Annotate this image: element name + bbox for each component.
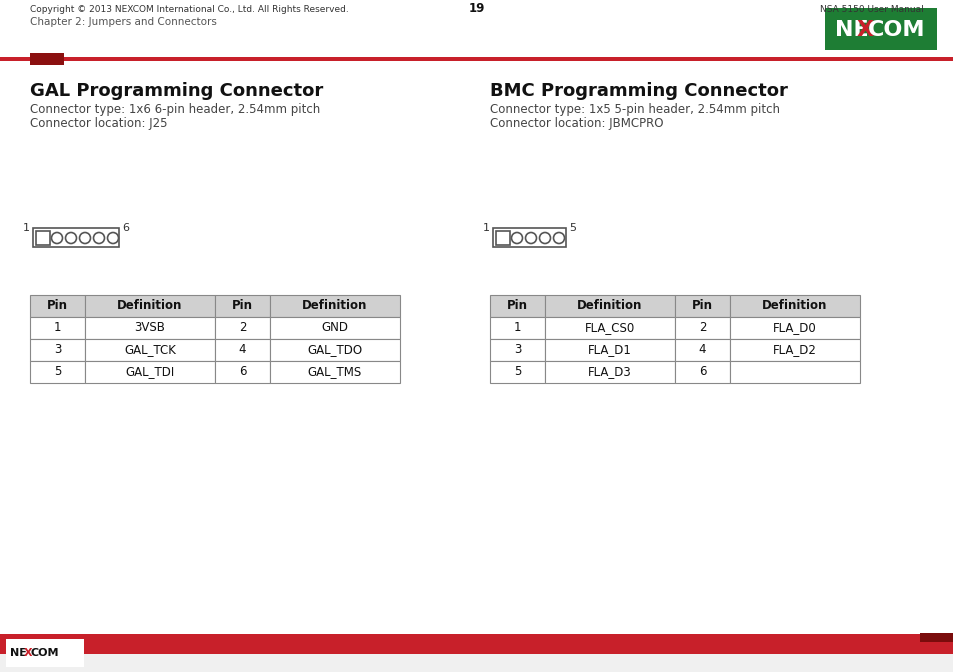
Text: 2: 2 (238, 321, 246, 335)
Text: NE: NE (10, 648, 27, 658)
Text: Connector location: J25: Connector location: J25 (30, 117, 168, 130)
Text: Definition: Definition (761, 300, 827, 312)
Bar (270, 295, 399, 317)
Text: BMC Programming Connector: BMC Programming Connector (490, 82, 787, 100)
Text: GAL_TCK: GAL_TCK (124, 343, 175, 357)
Text: NE: NE (834, 20, 868, 40)
Bar (919, 633, 953, 642)
Bar (270, 339, 399, 361)
Bar (544, 361, 675, 383)
Text: 1: 1 (53, 321, 61, 335)
Text: 5: 5 (514, 366, 520, 378)
Bar (675, 339, 729, 361)
Text: FLA_D0: FLA_D0 (772, 321, 816, 335)
Bar (490, 361, 544, 383)
Text: 6: 6 (238, 366, 246, 378)
Bar (0, 57, 953, 61)
Text: FLA_D2: FLA_D2 (772, 343, 816, 357)
Bar (729, 295, 859, 317)
Bar (30, 53, 64, 65)
Text: Pin: Pin (232, 300, 253, 312)
Text: 5: 5 (568, 223, 576, 233)
Bar (824, 8, 936, 50)
Text: Pin: Pin (47, 300, 68, 312)
Bar (6, 639, 84, 667)
Text: Definition: Definition (117, 300, 182, 312)
Text: COM: COM (30, 648, 59, 658)
Bar (544, 339, 675, 361)
Text: Connector type: 1x5 5-pin header, 2.54mm pitch: Connector type: 1x5 5-pin header, 2.54mm… (490, 103, 780, 116)
Text: Connector location: JBMCPRO: Connector location: JBMCPRO (490, 117, 662, 130)
Bar (214, 339, 270, 361)
Bar (85, 295, 214, 317)
Bar (270, 361, 399, 383)
Bar (214, 361, 270, 383)
Bar (30, 361, 85, 383)
Text: 1: 1 (514, 321, 520, 335)
Bar (493, 228, 565, 247)
Text: GAL_TMS: GAL_TMS (308, 366, 362, 378)
Bar (33, 228, 119, 247)
Bar (729, 317, 859, 339)
Bar (544, 317, 675, 339)
Text: GND: GND (321, 321, 348, 335)
Text: 19: 19 (468, 3, 485, 15)
Text: Definition: Definition (577, 300, 642, 312)
Text: FLA_D3: FLA_D3 (587, 366, 631, 378)
Text: 4: 4 (698, 343, 705, 357)
Bar (85, 339, 214, 361)
Bar (675, 317, 729, 339)
Bar (30, 295, 85, 317)
Text: GAL_TDO: GAL_TDO (307, 343, 362, 357)
Text: Copyright © 2013 NEXCOM International Co., Ltd. All Rights Reserved.: Copyright © 2013 NEXCOM International Co… (30, 5, 349, 13)
Text: Connector type: 1x6 6-pin header, 2.54mm pitch: Connector type: 1x6 6-pin header, 2.54mm… (30, 103, 320, 116)
Text: 6: 6 (122, 223, 129, 233)
Text: 4: 4 (238, 343, 246, 357)
Text: 1: 1 (482, 223, 490, 233)
Bar (270, 317, 399, 339)
Bar (214, 295, 270, 317)
Text: FLA_D1: FLA_D1 (587, 343, 631, 357)
Text: GAL Programming Connector: GAL Programming Connector (30, 82, 323, 100)
Text: X: X (856, 20, 873, 40)
Text: 1: 1 (23, 223, 30, 233)
Text: 3: 3 (514, 343, 520, 357)
Bar (85, 317, 214, 339)
Text: 2: 2 (698, 321, 705, 335)
Bar (675, 361, 729, 383)
Bar (85, 361, 214, 383)
Text: 6: 6 (698, 366, 705, 378)
Text: Definition: Definition (302, 300, 367, 312)
Bar (30, 339, 85, 361)
Bar (36, 231, 50, 245)
Text: 5: 5 (53, 366, 61, 378)
Text: Pin: Pin (691, 300, 712, 312)
Bar (0, 654, 953, 672)
Text: NSA 5150 User Manual: NSA 5150 User Manual (820, 5, 923, 13)
Text: GAL_TDI: GAL_TDI (125, 366, 174, 378)
Text: FLA_CS0: FLA_CS0 (584, 321, 635, 335)
Text: Pin: Pin (506, 300, 527, 312)
Bar (0, 634, 953, 672)
Bar (675, 295, 729, 317)
Bar (544, 295, 675, 317)
Bar (214, 317, 270, 339)
Text: Chapter 2: Jumpers and Connectors: Chapter 2: Jumpers and Connectors (30, 17, 216, 27)
Text: 3: 3 (53, 343, 61, 357)
Bar (729, 339, 859, 361)
Bar (490, 339, 544, 361)
Text: X: X (24, 648, 32, 658)
Text: 3VSB: 3VSB (134, 321, 165, 335)
Bar (490, 317, 544, 339)
Bar (490, 295, 544, 317)
Text: COM: COM (867, 20, 924, 40)
Bar (729, 361, 859, 383)
Bar (30, 317, 85, 339)
Bar (496, 231, 510, 245)
